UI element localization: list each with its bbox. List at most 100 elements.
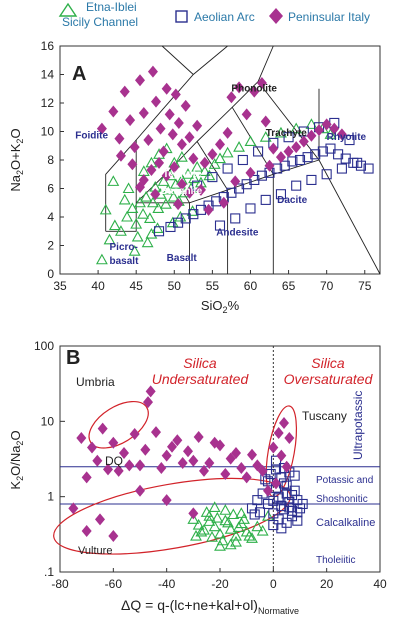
data-point-diamond: [129, 427, 140, 440]
tas-field-boundary: [161, 45, 194, 75]
data-point-diamond: [263, 484, 273, 497]
data-point-triangle: [221, 146, 234, 158]
y-tick-label: 4: [47, 210, 54, 224]
data-point-square: [297, 498, 308, 510]
data-point-square: [287, 156, 298, 167]
annotation-umbria: Umbria: [76, 375, 115, 389]
data-point-diamond: [241, 471, 252, 484]
data-point-triangle: [216, 534, 229, 546]
data-point-diamond: [260, 115, 271, 128]
data-point-square: [276, 523, 287, 534]
data-point-triangle: [167, 190, 180, 202]
panel-a-label: A: [72, 63, 86, 85]
panel-a-ylabel: Na2O+K2O: [8, 128, 25, 191]
tas-field-label: basalt: [110, 256, 140, 267]
annotation-calcalkaline: Calcalkaline: [316, 517, 375, 529]
data-point-diamond: [209, 436, 220, 449]
tas-field-boundary: [105, 45, 228, 232]
data-point-square: [325, 143, 336, 154]
tas-field-label: Basanite: [161, 186, 203, 197]
data-point-square: [286, 490, 298, 501]
data-point-diamond: [173, 198, 184, 211]
data-point-diamond: [247, 448, 257, 461]
data-point-triangle: [122, 182, 135, 194]
data-point-triangle: [95, 253, 108, 265]
data-point-square: [336, 163, 347, 174]
triangle-icon: [58, 2, 78, 17]
data-point-diamond: [135, 459, 145, 472]
data-point-diamond: [81, 471, 92, 484]
data-point-diamond: [177, 456, 188, 469]
tas-field-label: Foidite: [75, 131, 108, 142]
data-point-triangle: [290, 122, 303, 134]
data-point-triangle: [208, 501, 221, 512]
legend-item-etna: Etna-Iblei Sicily Channel: [58, 0, 138, 29]
data-point-square: [270, 455, 282, 466]
x-tick-label: -40: [158, 577, 176, 591]
tas-field-label: Rhyolite: [327, 132, 367, 143]
data-point-diamond: [215, 138, 225, 151]
x-tick-label: 20: [320, 577, 334, 591]
data-point-diamond: [156, 462, 167, 475]
panel-b-label: B: [66, 347, 80, 369]
data-point-diamond: [231, 446, 241, 459]
data-point-square: [292, 507, 303, 518]
y-tick-label: 10: [41, 125, 55, 139]
data-point-diamond: [188, 454, 199, 467]
data-point-triangle: [198, 165, 211, 176]
data-point-square: [306, 174, 317, 185]
y-tick-label: 2: [47, 239, 54, 253]
y-tick-label: .1: [44, 565, 54, 579]
data-point-diamond: [96, 122, 107, 135]
x-tick-label: -80: [51, 577, 69, 591]
data-point-square: [230, 213, 241, 224]
diamond-icon: [269, 8, 283, 24]
data-point-diamond: [180, 99, 191, 112]
data-point-diamond: [225, 452, 236, 465]
data-point-triangle: [206, 531, 218, 542]
data-point-diamond: [298, 135, 309, 148]
data-point-diamond: [249, 85, 260, 98]
data-point-diamond: [129, 141, 140, 154]
data-point-diamond: [234, 81, 245, 94]
data-point-diamond: [264, 159, 275, 172]
data-point-square: [207, 172, 218, 183]
data-point-triangle: [203, 515, 216, 526]
data-point-triangle: [182, 168, 194, 179]
data-point-square: [268, 508, 279, 519]
x-tick-label: 50: [168, 279, 182, 293]
y-tick-label: 8: [47, 153, 54, 167]
data-point-triangle: [137, 208, 149, 219]
data-point-square: [281, 517, 292, 528]
data-point-diamond: [143, 396, 153, 409]
data-point-triangle: [305, 118, 318, 129]
data-point-diamond: [124, 459, 135, 472]
annotation-dq: DQ: [105, 454, 123, 468]
data-point-triangle: [175, 151, 188, 162]
data-point-square: [260, 474, 271, 485]
data-point-diamond: [170, 88, 181, 101]
data-point-triangle: [238, 513, 250, 524]
data-point-triangle: [190, 529, 202, 541]
data-point-triangle: [232, 521, 245, 533]
data-point-diamond: [76, 432, 87, 445]
data-point-triangle: [208, 158, 221, 169]
data-point-square: [249, 509, 260, 520]
data-point-triangle: [145, 227, 158, 239]
x-tick-label: -20: [211, 577, 229, 591]
data-point-diamond: [145, 385, 156, 398]
data-point-diamond: [236, 462, 247, 475]
data-point-diamond: [154, 156, 165, 169]
data-point-triangle: [192, 518, 205, 530]
y-tick-label: 12: [41, 96, 55, 110]
data-point-triangle: [191, 160, 204, 172]
data-point-square: [222, 163, 233, 174]
data-point-diamond: [199, 464, 209, 477]
data-point-triangle: [222, 516, 234, 528]
data-point-diamond: [161, 449, 172, 462]
data-point-diamond: [114, 132, 125, 145]
x-tick-label: 0: [270, 577, 277, 591]
data-point-square: [260, 194, 271, 205]
y-tick-label: 0: [47, 267, 54, 281]
